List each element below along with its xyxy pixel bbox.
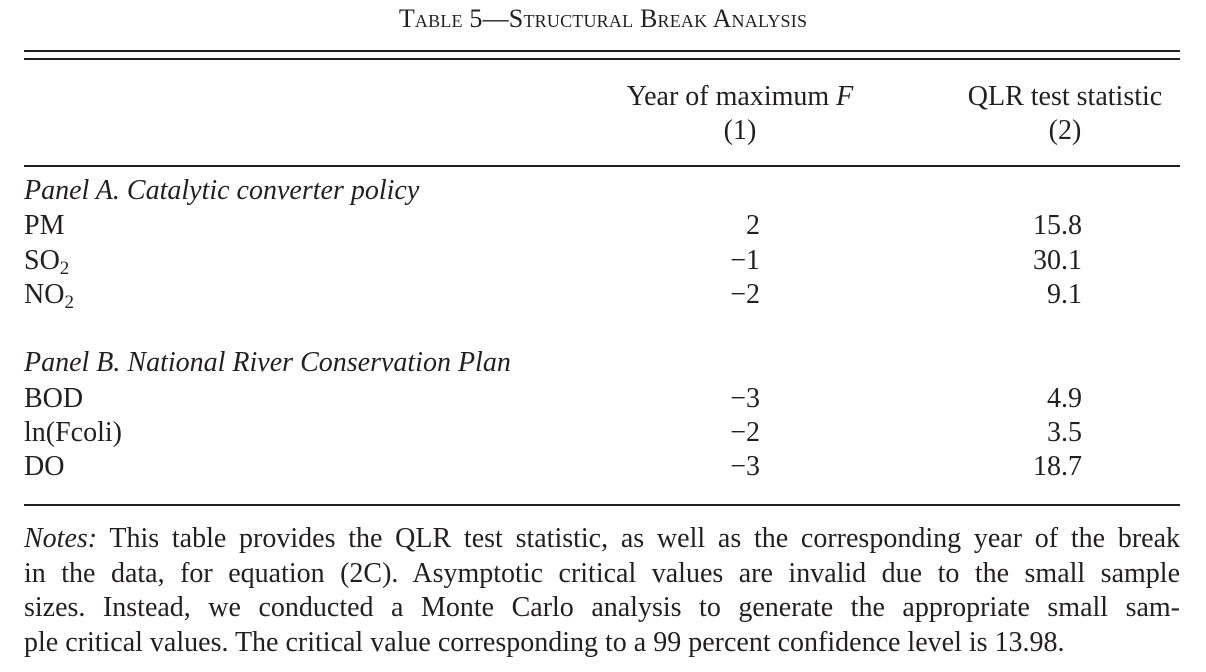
bottom-rule bbox=[24, 504, 1180, 506]
column-header-qlr-label: QLR test statistic bbox=[967, 81, 1163, 112]
qlr-cell: 30.1 bbox=[1033, 245, 1082, 276]
notes-lead: Notes: bbox=[24, 523, 98, 554]
table-notes: Notes: This table provides the QLR test … bbox=[24, 522, 1180, 660]
notes-line: Notes: This table provides the QLR test … bbox=[24, 523, 1180, 554]
notes-line: in the data, for equation (2C). Asymptot… bbox=[24, 557, 1180, 589]
top-rule-1 bbox=[24, 50, 1180, 52]
notes-line: sizes. Instead, we conducted a Monte Car… bbox=[24, 592, 1180, 623]
panel-a-title: Panel A. Catalytic converter policy bbox=[24, 175, 420, 206]
year-cell: −3 bbox=[730, 451, 760, 482]
column-header-qlr: QLR test statistic (2) bbox=[925, 80, 1205, 148]
year-cell: −2 bbox=[730, 417, 760, 448]
notes-line: ple critical values. The critical value … bbox=[24, 626, 1065, 658]
top-rule-2 bbox=[24, 58, 1180, 60]
table-row: BOD −3 4.9 bbox=[0, 383, 1206, 417]
row-label: ln(Fcoli) bbox=[24, 417, 122, 448]
table-row: PM 2 15.8 bbox=[0, 210, 1206, 244]
column-header-year-number: (1) bbox=[723, 115, 757, 146]
column-header-year-label: Year of maximum F bbox=[626, 81, 854, 112]
row-label: DO bbox=[24, 451, 65, 482]
header-rule bbox=[24, 165, 1180, 167]
year-cell: −3 bbox=[730, 383, 760, 414]
qlr-cell: 18.7 bbox=[1033, 451, 1082, 482]
year-cell: −2 bbox=[730, 279, 760, 310]
row-label: NO2 bbox=[24, 279, 74, 313]
column-header-year: Year of maximum F (1) bbox=[590, 80, 890, 148]
qlr-cell: 9.1 bbox=[1047, 279, 1082, 310]
panel-b-title: Panel B. National River Conservation Pla… bbox=[24, 347, 511, 378]
table-row: ln(Fcoli) −2 3.5 bbox=[0, 417, 1206, 451]
year-cell: −1 bbox=[730, 245, 760, 276]
row-label: PM bbox=[24, 210, 65, 241]
qlr-cell: 4.9 bbox=[1047, 383, 1082, 414]
table-row: DO −3 18.7 bbox=[0, 451, 1206, 485]
qlr-cell: 15.8 bbox=[1033, 210, 1082, 241]
qlr-cell: 3.5 bbox=[1047, 417, 1082, 448]
row-label: SO2 bbox=[24, 245, 70, 279]
table-row: NO2 −2 9.1 bbox=[0, 279, 1206, 313]
row-label: BOD bbox=[24, 383, 84, 414]
column-header-qlr-number: (2) bbox=[1048, 115, 1082, 146]
table-row: SO2 −1 30.1 bbox=[0, 245, 1206, 279]
table-title: Table 5—Structural Break Analysis bbox=[398, 4, 808, 33]
year-cell: 2 bbox=[746, 210, 760, 241]
